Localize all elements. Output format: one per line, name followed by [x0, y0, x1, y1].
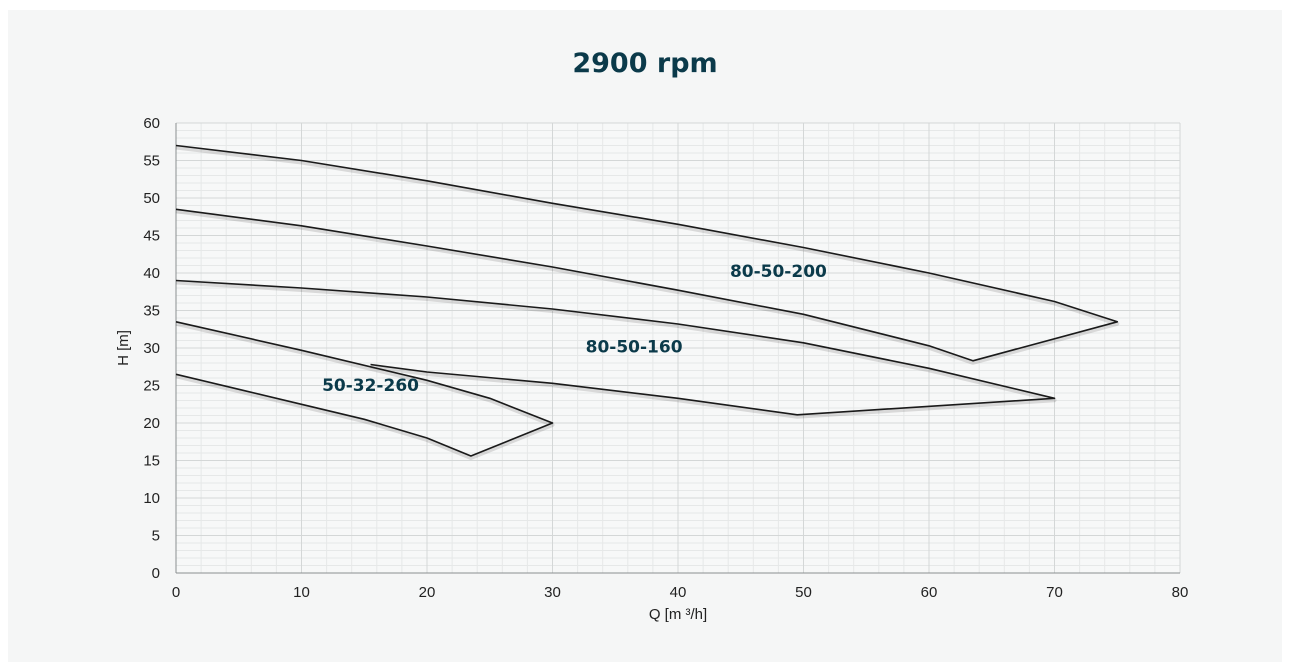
y-tick-label: 0: [152, 565, 160, 582]
y-tick-label: 25: [143, 378, 160, 395]
series-line-80-50-200: [175, 144, 1119, 362]
series-shadow-80-50-200: [175, 145, 1120, 365]
y-tick-label: 5: [152, 528, 160, 545]
y-tick-label: 45: [143, 228, 160, 245]
y-tick-label: 10: [143, 490, 160, 507]
y-tick-label: 40: [143, 265, 160, 282]
grid: [175, 122, 1181, 574]
series-shadow-50-32-260: [175, 321, 555, 460]
series-shadow-80-50-160: [175, 280, 1057, 419]
y-tick-label: 20: [143, 415, 160, 432]
labels-group: 80-50-200 80-50-160 50-32-260: [322, 262, 827, 396]
y-axis-label: H [m]: [115, 330, 132, 366]
y-tick-label: 15: [143, 453, 160, 470]
x-tick-label: 80: [1172, 584, 1189, 601]
x-tick-label: 30: [544, 584, 561, 601]
x-tick-label: 60: [921, 584, 938, 601]
series-label-80-50-200: 80-50-200: [730, 262, 827, 282]
y-tick-label: 60: [143, 115, 160, 132]
series-group: [175, 144, 1120, 460]
x-tick-label: 50: [795, 584, 812, 601]
x-tick-label: 40: [670, 584, 687, 601]
x-tick-label: 0: [172, 584, 180, 601]
x-tick-label: 70: [1046, 584, 1063, 601]
y-tick-label: 35: [143, 303, 160, 320]
x-tick-label: 10: [293, 584, 310, 601]
series-label-50-32-260: 50-32-260: [322, 376, 419, 396]
series-label-80-50-160: 80-50-160: [586, 338, 683, 358]
chart-title: 2900 rpm: [572, 48, 718, 79]
x-axis-label: Q [m ³/h]: [649, 606, 707, 623]
axes: 0 10 20 30 40 50 60 70 80 0 5 10 15 20 25 30 35 40 45 50 55 6…: [143, 115, 1188, 601]
series-line-80-50-160: [175, 279, 1056, 416]
series-line-50-32-260: [175, 321, 554, 457]
x-tick-label: 20: [419, 584, 436, 601]
y-tick-label: 55: [143, 153, 160, 170]
y-tick-label: 30: [143, 340, 160, 357]
y-tick-label: 50: [143, 190, 160, 207]
